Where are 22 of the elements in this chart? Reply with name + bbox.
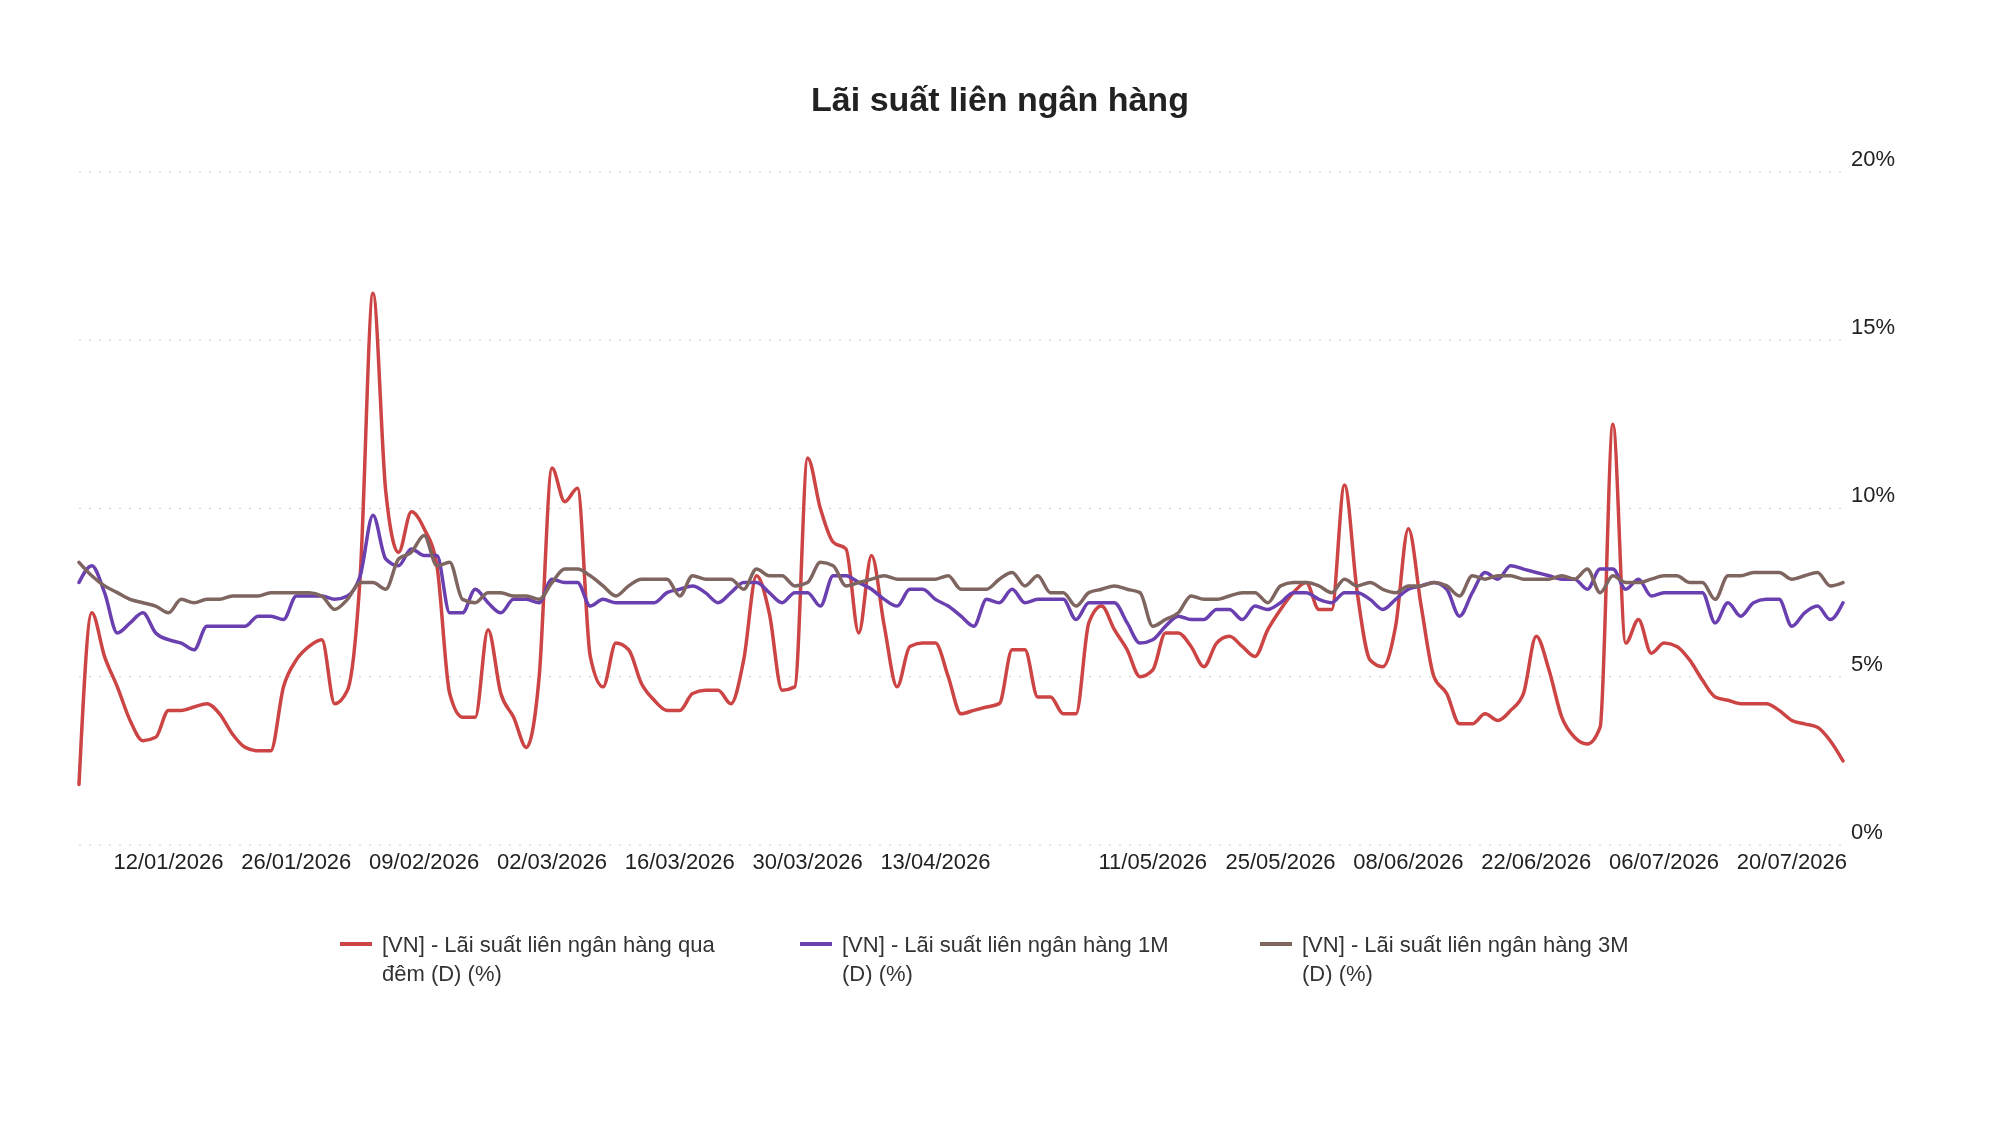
x-tick-label: 08/06/2026	[1353, 848, 1464, 874]
x-tick-label: 02/03/2026	[496, 848, 608, 874]
x-tick-label: 13/04/2026	[880, 848, 991, 874]
x-tick-label: 06/07/2026	[1608, 848, 1720, 874]
legend-label: [VN] - Lãi suất liên ngân hàng qua đêm (D) (%)	[382, 931, 716, 988]
y-tick-label: 10%	[1851, 482, 1896, 508]
x-tick-label: 20/07/2026	[1736, 848, 1847, 874]
y-tick-label: 0%	[1851, 818, 1883, 844]
y-tick-label: 20%	[1851, 145, 1896, 171]
legend-label: [VN] - Lãi suất liên ngân hàng 3M (D) (%)	[1302, 931, 1630, 988]
x-tick-label: 11/05/2026	[1098, 848, 1207, 874]
x-tick-label: 16/03/2026	[624, 848, 735, 874]
x-tick-label: 30/03/2026	[752, 848, 863, 874]
chart-title: Lãi suất liên ngân hàng	[810, 80, 1190, 120]
y-tick-label: 15%	[1851, 314, 1896, 340]
x-tick-label: 25/05/2026	[1225, 848, 1336, 874]
x-tick-label: 12/01/2026	[113, 848, 224, 874]
legend-label: [VN] - Lãi suất liên ngân hàng 1M (D) (%)	[842, 931, 1170, 988]
x-tick-label: 26/01/2026	[241, 848, 352, 874]
y-tick-label: 5%	[1851, 650, 1883, 676]
x-tick-label: 22/06/2026	[1481, 848, 1592, 874]
x-tick-label: 09/02/2026	[369, 848, 480, 874]
